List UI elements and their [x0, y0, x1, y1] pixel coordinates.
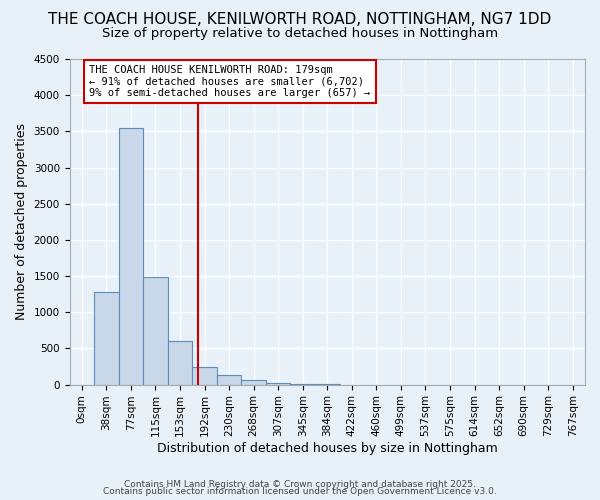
- Bar: [192, 367, 217, 384]
- Bar: [241, 380, 266, 384]
- Y-axis label: Number of detached properties: Number of detached properties: [15, 124, 28, 320]
- Bar: [119, 128, 143, 384]
- Bar: [94, 292, 119, 384]
- Text: Contains HM Land Registry data © Crown copyright and database right 2025.: Contains HM Land Registry data © Crown c…: [124, 480, 476, 489]
- Text: THE COACH HOUSE KENILWORTH ROAD: 179sqm
← 91% of detached houses are smaller (6,: THE COACH HOUSE KENILWORTH ROAD: 179sqm …: [89, 65, 370, 98]
- Bar: [168, 341, 192, 384]
- Text: THE COACH HOUSE, KENILWORTH ROAD, NOTTINGHAM, NG7 1DD: THE COACH HOUSE, KENILWORTH ROAD, NOTTIN…: [49, 12, 551, 28]
- Bar: [217, 375, 241, 384]
- Bar: [143, 277, 168, 384]
- Text: Size of property relative to detached houses in Nottingham: Size of property relative to detached ho…: [102, 28, 498, 40]
- Bar: [266, 383, 290, 384]
- X-axis label: Distribution of detached houses by size in Nottingham: Distribution of detached houses by size …: [157, 442, 497, 455]
- Text: Contains public sector information licensed under the Open Government Licence v3: Contains public sector information licen…: [103, 487, 497, 496]
